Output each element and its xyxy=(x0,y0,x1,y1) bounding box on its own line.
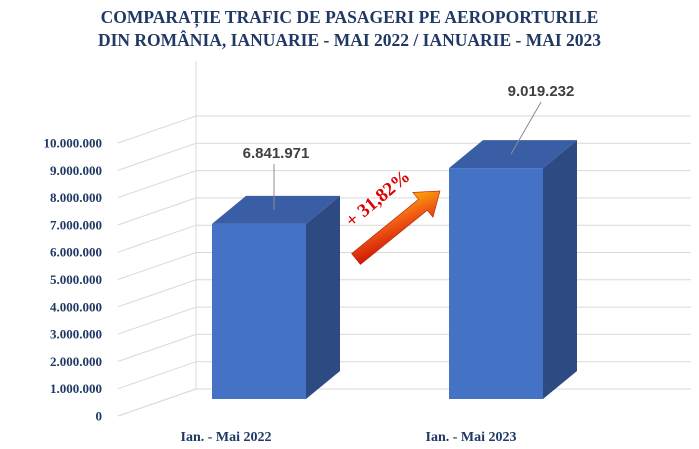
growth-arrow xyxy=(351,190,441,265)
arrow-shape xyxy=(351,190,441,265)
x-tick-label: Ian. - Mai 2022 xyxy=(181,430,272,445)
gridline xyxy=(117,115,691,144)
bar-top xyxy=(449,140,577,169)
bar-front xyxy=(212,223,306,399)
bar-side xyxy=(306,195,340,399)
data-label: 6.841.971 xyxy=(243,145,310,162)
bar-2 xyxy=(449,140,577,399)
bars xyxy=(212,140,577,399)
y-tick-label: 7.000.000 xyxy=(50,217,102,232)
data-label: 9.019.232 xyxy=(508,83,575,100)
data-labels: 6.841.971 9.019.232 xyxy=(243,83,575,210)
x-axis-tick-labels: Ian. - Mai 2022 Ian. - Mai 2023 xyxy=(181,430,517,445)
gridline xyxy=(117,361,691,390)
data-label-leader xyxy=(510,101,542,155)
chart-title: COMPARAȚIE TRAFIC DE PASAGERI PE AEROPOR… xyxy=(0,6,699,52)
y-tick-label: 10.000.000 xyxy=(44,136,103,151)
y-axis-tick-labels: 0 1.000.000 2.000.000 3.000.000 4.000.000 5.0… xyxy=(44,136,103,424)
y-tick-label: 3.000.000 xyxy=(50,327,102,342)
gridline xyxy=(117,333,691,362)
bar-top xyxy=(212,195,340,224)
floor-edge xyxy=(117,388,197,417)
bar-front xyxy=(449,168,543,399)
y-tick-label: 9.000.000 xyxy=(50,163,102,178)
gridline xyxy=(117,224,691,253)
gridline xyxy=(117,279,691,308)
gridline xyxy=(117,388,691,417)
y-tick-label: 0 xyxy=(96,409,103,424)
chart-title-line-1: COMPARAȚIE TRAFIC DE PASAGERI PE AEROPOR… xyxy=(100,7,599,27)
gridlines xyxy=(117,61,691,417)
gridline xyxy=(117,306,691,335)
y-tick-label: 6.000.000 xyxy=(50,245,102,260)
gridline xyxy=(117,142,691,171)
growth-annotation: + 31,82% xyxy=(342,166,441,265)
bar-side xyxy=(543,140,577,399)
y-tick-label: 1.000.000 xyxy=(50,381,102,396)
bar-1 xyxy=(212,195,340,399)
gridline xyxy=(117,252,691,280)
y-tick-label: 4.000.000 xyxy=(50,299,102,314)
y-tick-label: 5.000.000 xyxy=(50,272,102,287)
chart-title-line-2: DIN ROMÂNIA, IANUARIE - MAI 2022 / IANUA… xyxy=(97,30,602,50)
y-tick-label: 8.000.000 xyxy=(50,190,102,205)
y-tick-label: 2.000.000 xyxy=(50,354,102,369)
x-tick-label: Ian. - Mai 2023 xyxy=(426,430,517,445)
